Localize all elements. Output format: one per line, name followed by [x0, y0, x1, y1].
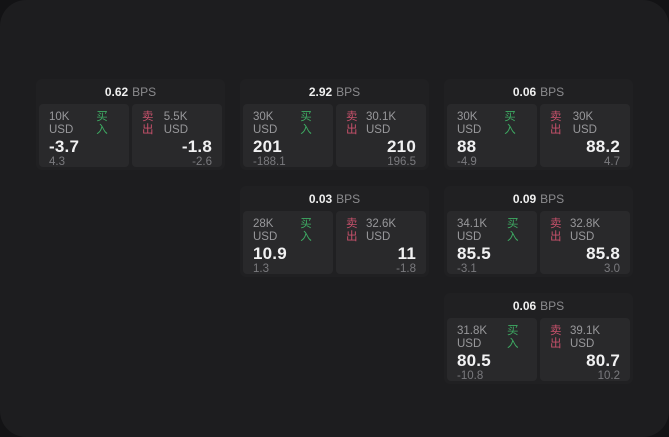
- sell-side-label: 卖出: [550, 111, 562, 136]
- sell-quote-panel[interactable]: 卖出 39.1K USD 80.7 10.2: [540, 318, 630, 382]
- sell-delta: 4.7: [604, 156, 620, 168]
- bps-unit-label: BPS: [336, 84, 361, 99]
- buy-delta: -188.1: [253, 156, 286, 168]
- bps-value: 0.06: [512, 84, 537, 99]
- sell-amount: 30K USD: [572, 111, 597, 136]
- sell-price: 11: [397, 244, 416, 263]
- quote-panels: 30K USD 买入 88 -4.9 卖出 30K USD 88.2 4.7: [447, 104, 630, 168]
- quote-card: 0.06 BPS 30K USD 买入 88 -4.9 卖出 30K USD: [444, 79, 633, 170]
- sell-amount: 32.6K USD: [366, 218, 397, 243]
- sell-amount: 30.1K USD: [366, 111, 397, 136]
- sell-quote-panel[interactable]: 卖出 32.8K USD 85.8 3.0: [540, 211, 630, 275]
- quote-panels: 10K USD 买入 -3.7 4.3 卖出 5.5K USD -1.8 -2.…: [39, 104, 222, 168]
- buy-price: 201: [253, 137, 282, 156]
- sell-delta: 10.2: [597, 370, 620, 382]
- buy-delta: -10.8: [457, 370, 484, 382]
- buy-amount: 31.8K USD: [457, 325, 488, 350]
- buy-amount: 10K USD: [49, 111, 74, 136]
- buy-amount: 34.1K USD: [457, 218, 488, 243]
- buy-price: 85.5: [457, 244, 491, 263]
- bps-value: 0.62: [104, 84, 129, 99]
- sell-quote-panel[interactable]: 卖出 30.1K USD 210 196.5: [336, 104, 426, 168]
- bps-unit-label: BPS: [540, 84, 565, 99]
- bps-unit-label: BPS: [540, 191, 565, 206]
- sell-price: -1.8: [181, 137, 212, 156]
- buy-amount: 28K USD: [253, 218, 278, 243]
- sell-delta: -2.6: [192, 156, 212, 168]
- quote-panels: 31.8K USD 买入 80.5 -10.8 卖出 39.1K USD 80.…: [447, 318, 630, 382]
- sell-side-label: 卖出: [346, 111, 358, 136]
- quote-panels: 28K USD 买入 10.9 1.3 卖出 32.6K USD 11 -1.8: [243, 211, 426, 275]
- quote-card: 2.92 BPS 30K USD 买入 201 -188.1 卖出 30.1K …: [240, 79, 429, 170]
- sell-side-label: 卖出: [142, 111, 154, 136]
- buy-quote-panel[interactable]: 34.1K USD 买入 85.5 -3.1: [447, 211, 537, 275]
- buy-side-label: 买入: [507, 218, 519, 243]
- buy-amount: 30K USD: [457, 111, 482, 136]
- buy-price: 88: [457, 137, 477, 156]
- quote-cards-grid: 0.62 BPS 10K USD 买入 -3.7 4.3 卖出 5.5K USD: [36, 79, 633, 384]
- buy-price: 10.9: [253, 244, 287, 263]
- buy-amount: 30K USD: [253, 111, 278, 136]
- sell-price: 85.8: [586, 244, 620, 263]
- sell-delta: -1.8: [396, 263, 416, 275]
- card-header: 2.92 BPS: [243, 79, 426, 104]
- buy-quote-panel[interactable]: 30K USD 买入 201 -188.1: [243, 104, 333, 168]
- card-header: 0.62 BPS: [39, 79, 222, 104]
- card-header: 0.09 BPS: [447, 186, 630, 211]
- buy-quote-panel[interactable]: 31.8K USD 买入 80.5 -10.8: [447, 318, 537, 382]
- buy-delta: 4.3: [49, 156, 65, 168]
- sell-delta: 196.5: [387, 156, 416, 168]
- bps-value: 0.09: [512, 191, 537, 206]
- buy-delta: 1.3: [253, 263, 269, 275]
- buy-side-label: 买入: [507, 325, 519, 350]
- buy-side-label: 买入: [300, 111, 312, 136]
- sell-amount: 39.1K USD: [570, 325, 601, 350]
- sell-price: 88.2: [586, 137, 620, 156]
- sell-side-label: 卖出: [346, 218, 358, 243]
- card-header: 0.06 BPS: [447, 79, 630, 104]
- buy-quote-panel[interactable]: 30K USD 买入 88 -4.9: [447, 104, 537, 168]
- buy-side-label: 买入: [96, 111, 108, 136]
- sell-side-label: 卖出: [550, 218, 562, 243]
- sell-amount: 5.5K USD: [163, 111, 188, 136]
- bps-value: 0.06: [512, 298, 537, 313]
- bps-unit-label: BPS: [336, 191, 361, 206]
- buy-quote-panel[interactable]: 10K USD 买入 -3.7 4.3: [39, 104, 129, 168]
- sell-quote-panel[interactable]: 卖出 5.5K USD -1.8 -2.6: [132, 104, 222, 168]
- quote-panels: 34.1K USD 买入 85.5 -3.1 卖出 32.8K USD 85.8…: [447, 211, 630, 275]
- sell-price: 80.7: [586, 351, 620, 370]
- sell-price: 210: [387, 137, 416, 156]
- bps-value: 0.03: [308, 191, 333, 206]
- bps-unit-label: BPS: [540, 298, 565, 313]
- quote-card: 0.62 BPS 10K USD 买入 -3.7 4.3 卖出 5.5K USD: [36, 79, 225, 170]
- quote-card: 0.06 BPS 31.8K USD 买入 80.5 -10.8 卖出 39.1…: [444, 293, 633, 384]
- quote-panels: 30K USD 买入 201 -188.1 卖出 30.1K USD 210 1…: [243, 104, 426, 168]
- card-header: 0.06 BPS: [447, 293, 630, 318]
- sell-amount: 32.8K USD: [570, 218, 601, 243]
- bps-unit-label: BPS: [132, 84, 157, 99]
- buy-delta: -4.9: [457, 156, 477, 168]
- buy-side-label: 买入: [504, 111, 516, 136]
- buy-quote-panel[interactable]: 28K USD 买入 10.9 1.3: [243, 211, 333, 275]
- sell-quote-panel[interactable]: 卖出 32.6K USD 11 -1.8: [336, 211, 426, 275]
- buy-side-label: 买入: [300, 218, 312, 243]
- sell-side-label: 卖出: [550, 325, 562, 350]
- card-header: 0.03 BPS: [243, 186, 426, 211]
- buy-price: 80.5: [457, 351, 491, 370]
- sell-quote-panel[interactable]: 卖出 30K USD 88.2 4.7: [540, 104, 630, 168]
- sell-delta: 3.0: [604, 263, 620, 275]
- buy-delta: -3.1: [457, 263, 477, 275]
- bps-value: 2.92: [308, 84, 333, 99]
- quote-card: 0.09 BPS 34.1K USD 买入 85.5 -3.1 卖出 32.8K…: [444, 186, 633, 277]
- buy-price: -3.7: [49, 137, 80, 156]
- quote-card: 0.03 BPS 28K USD 买入 10.9 1.3 卖出 32.6K US…: [240, 186, 429, 277]
